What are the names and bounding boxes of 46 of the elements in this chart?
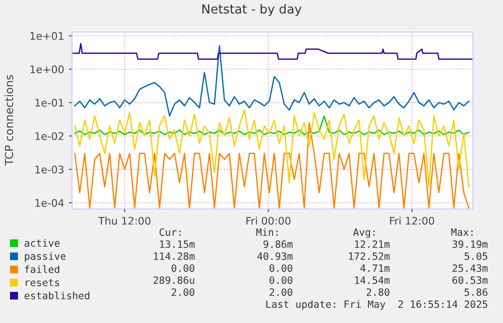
text: Cur: <box>160 228 181 236</box>
legend-label: established <box>24 292 90 300</box>
text: 40.93m <box>257 252 293 260</box>
text: 14.54m <box>355 276 390 284</box>
y-tick-label: 1e-02 <box>35 132 64 140</box>
text: 60.53m <box>452 276 488 284</box>
text: 5.86 <box>464 288 488 296</box>
text: Max: <box>451 228 473 236</box>
y-tick-label: 1e+01 <box>30 32 64 40</box>
text: 2.00 <box>270 288 292 296</box>
y-tick-label: 1e-03 <box>35 166 64 174</box>
text: 13.15m <box>160 240 195 248</box>
text: 0.00 <box>172 264 194 272</box>
y-axis-title: TCP connections <box>4 74 14 166</box>
text: 4.71m <box>360 264 390 272</box>
x-tick-label: Fri 12:00 <box>390 216 434 225</box>
text: 172.52m <box>349 252 390 260</box>
x-tick-label: Fri 00:00 <box>246 216 290 225</box>
text: 0.00 <box>270 264 292 272</box>
text: 114.28m <box>154 252 195 260</box>
text: Avg: <box>353 228 375 238</box>
text: 39.19m <box>452 240 488 248</box>
text: Last update: Fri May 2 16:55:14 2025 <box>266 300 488 310</box>
text: 9.86m <box>264 240 293 248</box>
legend-label: failed <box>24 265 60 274</box>
legend-label: active <box>24 239 60 247</box>
text: Min: <box>256 228 278 236</box>
line-series <box>74 116 470 136</box>
y-tick-label: 1e-04 <box>35 198 64 207</box>
text: 2.00 <box>172 288 194 296</box>
chart-title: Netstat - by day <box>202 4 302 16</box>
text: 289.86u <box>154 276 194 284</box>
text: 25.43m <box>452 264 488 272</box>
line-series <box>72 42 472 60</box>
y-tick-label: 1e-01 <box>35 98 64 107</box>
line-series <box>74 109 470 188</box>
y-tick-label: 1e+00 <box>30 65 64 74</box>
text: 0.00 <box>270 276 292 284</box>
x-tick-label: Thu 12:00 <box>98 216 150 225</box>
legend-label: resets <box>26 279 60 286</box>
text: 5.05 <box>464 252 488 260</box>
line-series <box>74 45 470 116</box>
line-series <box>74 122 470 209</box>
text: 12.21m <box>355 240 390 248</box>
legend-label: passive <box>24 252 66 262</box>
text: 2.80 <box>366 288 390 296</box>
